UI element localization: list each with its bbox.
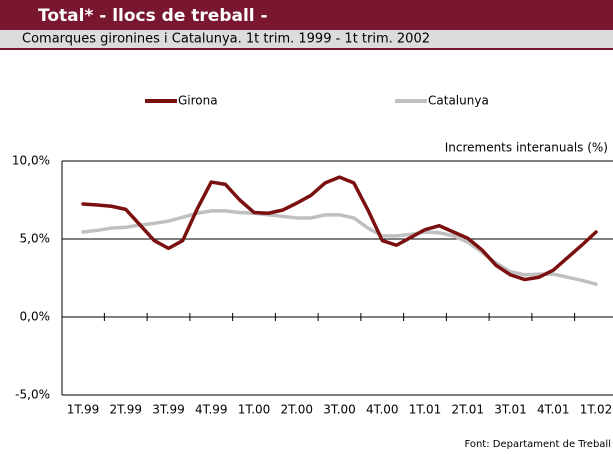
x-tick-label: 2T.01 <box>451 403 484 417</box>
y-tick-label: -5,0% <box>15 388 50 402</box>
subtitle-rule <box>0 48 613 50</box>
y-tick-label: 0,0% <box>20 310 51 324</box>
x-tick-label: 3T.00 <box>323 403 356 417</box>
x-tick-label: 2T.99 <box>109 403 142 417</box>
x-tick-label: 1T.02 <box>580 403 613 417</box>
x-tick-label: 3T.99 <box>152 403 185 417</box>
legend-label: Girona <box>178 94 218 108</box>
legend-label: Catalunya <box>428 94 489 108</box>
x-tick-label: 4T.00 <box>366 403 399 417</box>
y-tick-label: 10,0% <box>12 154 50 168</box>
x-tick-label: 4T.99 <box>195 403 228 417</box>
chart-title: Total* - llocs de treball - <box>38 6 268 26</box>
x-tick-label: 4T.01 <box>537 403 570 417</box>
x-tick-label: 3T.01 <box>494 403 527 417</box>
source: Font: Departament de Treball <box>464 439 611 450</box>
y-axis-label: Increments interanuals (%) <box>445 141 608 155</box>
x-tick-label: 1T.00 <box>238 403 271 417</box>
x-tick-label: 2T.00 <box>280 403 313 417</box>
y-tick-label: 5,0% <box>20 232 51 246</box>
subtitle-band <box>0 30 613 50</box>
x-tick-label: 1T.99 <box>67 403 100 417</box>
title-band <box>0 0 613 30</box>
series-line <box>81 209 598 286</box>
x-tick-label: 1T.01 <box>409 403 442 417</box>
chart-subtitle: Comarques gironines i Catalunya. 1t trim… <box>22 32 430 47</box>
series-line <box>81 175 598 282</box>
